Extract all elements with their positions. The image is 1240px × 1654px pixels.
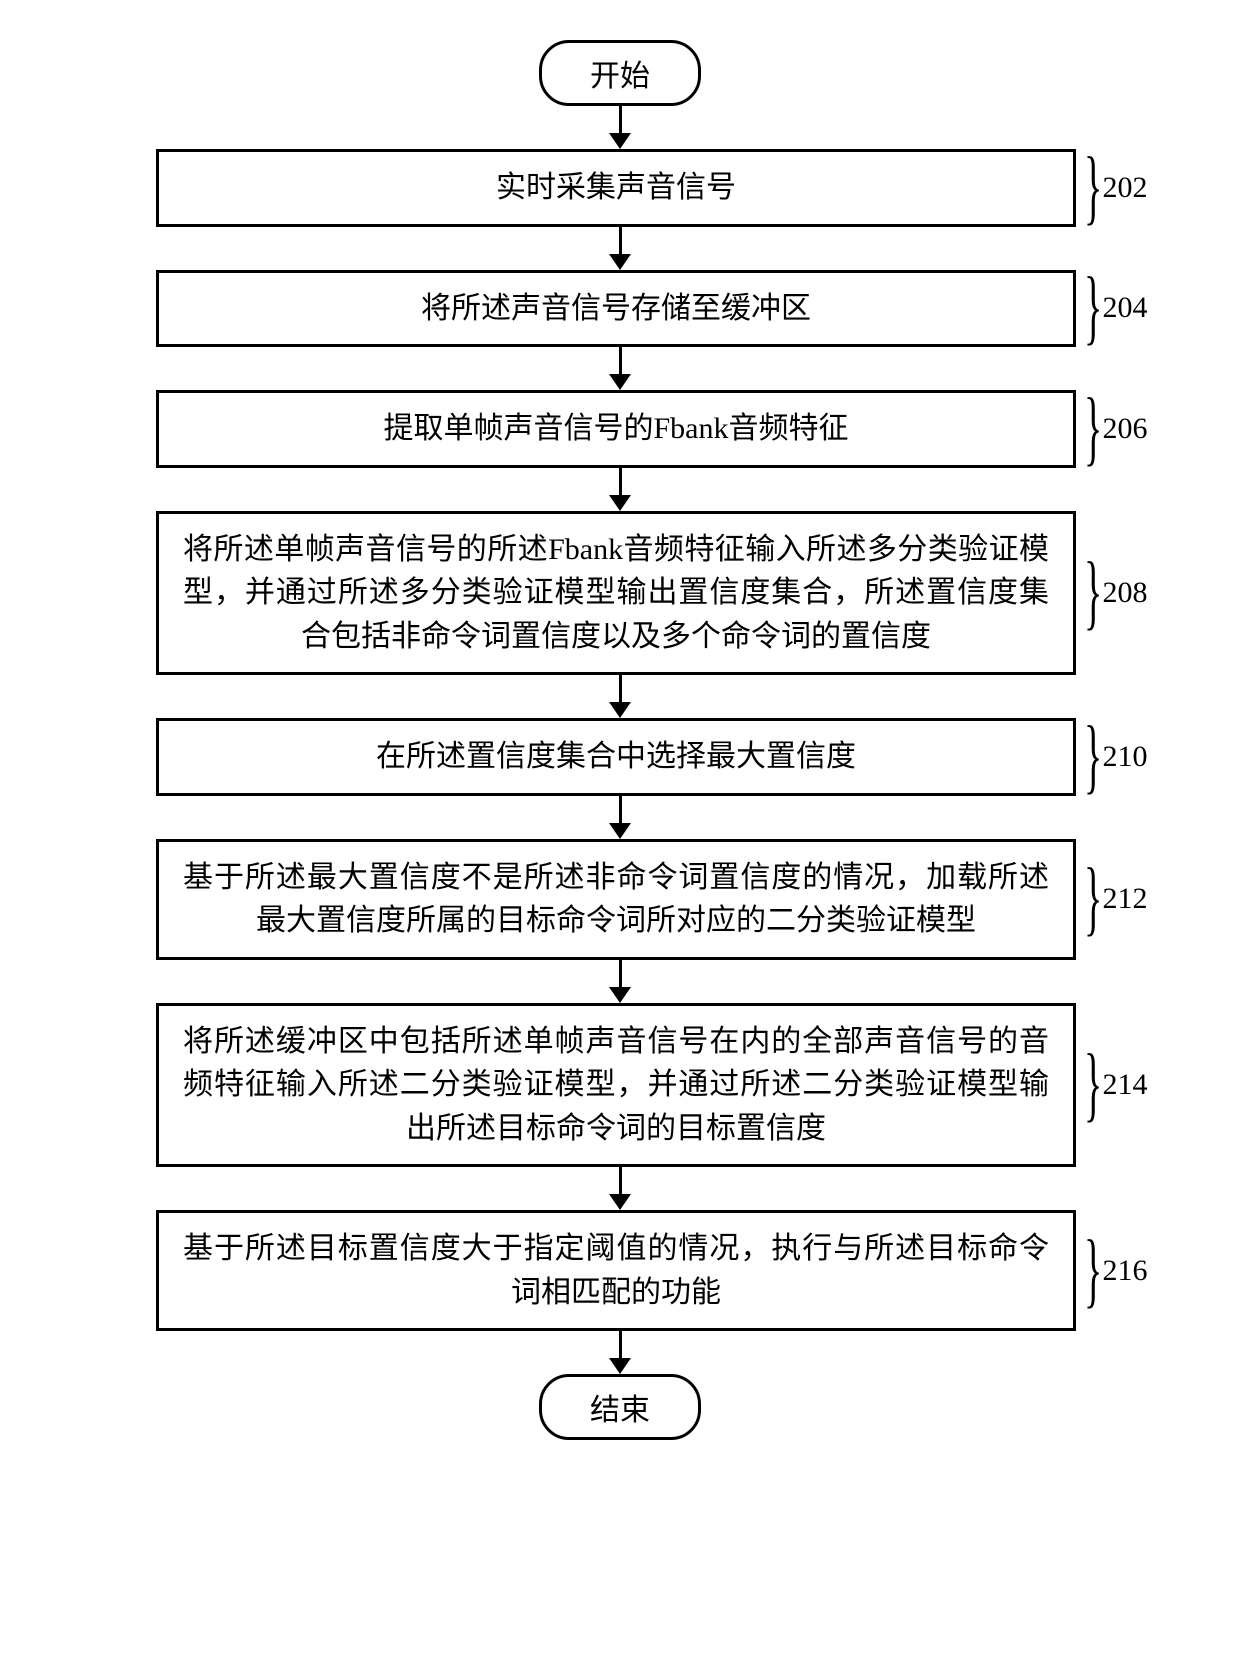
- step-row-204: 将所述声音信号存储至缓冲区}204: [70, 270, 1170, 348]
- step-label: }206: [1084, 406, 1170, 452]
- step-number: 206: [1102, 412, 1147, 446]
- process-box: 基于所述目标置信度大于指定阈值的情况，执行与所述目标命令词相匹配的功能: [156, 1210, 1076, 1331]
- step-row-214: 将所述缓冲区中包括所述单帧声音信号在内的全部声音信号的音频特征输入所述二分类验证…: [70, 1003, 1170, 1168]
- step-label: }204: [1084, 285, 1170, 331]
- process-box: 在所述置信度集合中选择最大置信度: [156, 718, 1076, 796]
- arrow-down-icon: [609, 347, 631, 390]
- step-label: }212: [1084, 876, 1170, 922]
- step-label: }214: [1084, 1062, 1170, 1108]
- brace-icon: }: [1084, 404, 1102, 454]
- arrow-down-icon: [609, 1331, 631, 1374]
- process-box: 实时采集声音信号: [156, 149, 1076, 227]
- arrow-down-icon: [609, 227, 631, 270]
- brace-icon: }: [1084, 874, 1102, 924]
- step-label: }202: [1084, 165, 1170, 211]
- step-label: }208: [1084, 570, 1170, 616]
- step-number: 216: [1102, 1254, 1147, 1288]
- arrow-down-icon: [609, 675, 631, 718]
- arrow-down-icon: [609, 960, 631, 1003]
- arrow-down-icon: [609, 796, 631, 839]
- brace-icon: }: [1084, 283, 1102, 333]
- arrow-down-icon: [609, 106, 631, 149]
- brace-icon: }: [1084, 1060, 1102, 1110]
- arrow-down-icon: [609, 1167, 631, 1210]
- step-row-210: 在所述置信度集合中选择最大置信度}210: [70, 718, 1170, 796]
- step-label: }210: [1084, 734, 1170, 780]
- brace-icon: }: [1084, 1245, 1102, 1295]
- terminal-start: 开始: [539, 40, 701, 106]
- step-number: 214: [1102, 1068, 1147, 1102]
- process-box: 提取单帧声音信号的Fbank音频特征: [156, 390, 1076, 468]
- step-number: 208: [1102, 576, 1147, 610]
- step-number: 204: [1102, 291, 1147, 325]
- step-number: 202: [1102, 171, 1147, 205]
- step-row-206: 提取单帧声音信号的Fbank音频特征}206: [70, 390, 1170, 468]
- step-number: 212: [1102, 882, 1147, 916]
- step-number: 210: [1102, 740, 1147, 774]
- step-row-208: 将所述单帧声音信号的所述Fbank音频特征输入所述多分类验证模型，并通过所述多分…: [70, 511, 1170, 676]
- terminal-end: 结束: [539, 1374, 701, 1440]
- process-box: 将所述声音信号存储至缓冲区: [156, 270, 1076, 348]
- process-box: 将所述单帧声音信号的所述Fbank音频特征输入所述多分类验证模型，并通过所述多分…: [156, 511, 1076, 676]
- process-box: 基于所述最大置信度不是所述非命令词置信度的情况，加载所述最大置信度所属的目标命令…: [156, 839, 1076, 960]
- brace-icon: }: [1084, 732, 1102, 782]
- arrow-down-icon: [609, 468, 631, 511]
- brace-icon: }: [1084, 568, 1102, 618]
- flowchart-container: 开始 实时采集声音信号}202将所述声音信号存储至缓冲区}204提取单帧声音信号…: [70, 40, 1170, 1440]
- process-box: 将所述缓冲区中包括所述单帧声音信号在内的全部声音信号的音频特征输入所述二分类验证…: [156, 1003, 1076, 1168]
- step-row-216: 基于所述目标置信度大于指定阈值的情况，执行与所述目标命令词相匹配的功能}216: [70, 1210, 1170, 1331]
- step-label: }216: [1084, 1248, 1170, 1294]
- brace-icon: }: [1084, 163, 1102, 213]
- step-row-212: 基于所述最大置信度不是所述非命令词置信度的情况，加载所述最大置信度所属的目标命令…: [70, 839, 1170, 960]
- step-row-202: 实时采集声音信号}202: [70, 149, 1170, 227]
